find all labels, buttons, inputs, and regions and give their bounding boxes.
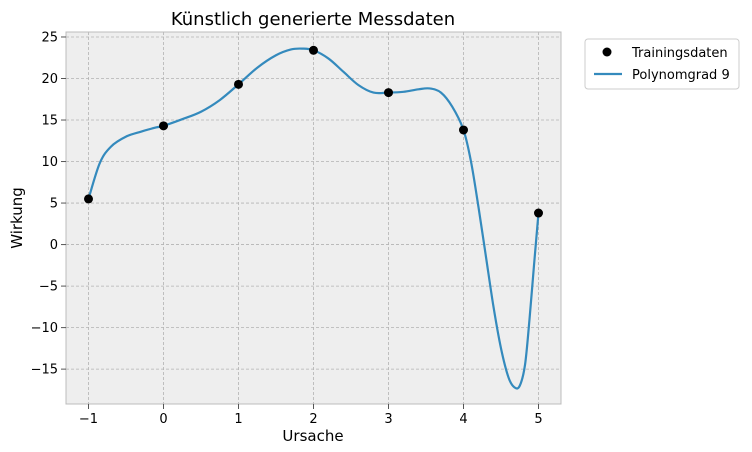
y-tick-label: 5: [50, 197, 58, 212]
x-tick-label: 4: [459, 412, 467, 427]
polynomial-fit-line: [87, 47, 540, 390]
legend-marker-trainingsdaten: [602, 47, 612, 57]
y-tick-label: 15: [41, 114, 58, 129]
chart-title: Künstlich generierte Messdaten: [171, 9, 455, 30]
series-layer: [84, 45, 543, 390]
y-tick-label: 20: [41, 72, 58, 87]
training-data-point: [384, 88, 393, 98]
legend-box: [584, 38, 740, 90]
y-tick-label: −15: [31, 363, 58, 378]
x-tick-label: 3: [384, 412, 392, 427]
training-data-point: [159, 121, 168, 131]
training-data-point: [309, 45, 318, 55]
y-tick-label: 0: [50, 238, 58, 253]
training-data-point: [534, 208, 543, 218]
y-axis-label: Wirkung: [8, 187, 26, 249]
training-data-point: [459, 125, 468, 135]
x-tick-label: −1: [79, 412, 98, 427]
legend-label-trainingsdaten: Trainingsdaten: [631, 46, 728, 61]
grid: [66, 32, 561, 404]
x-tick-label: 0: [159, 412, 167, 427]
training-data-point: [234, 79, 243, 89]
y-tick-label: 25: [41, 30, 58, 45]
training-data-point: [84, 194, 93, 204]
x-tick-label: 1: [234, 412, 242, 427]
y-tick-label: −10: [31, 321, 58, 336]
legend: Trainingsdaten Polynomgrad 9: [584, 38, 740, 90]
x-axis-label: Ursache: [282, 427, 343, 445]
legend-label-polynomgrad: Polynomgrad 9: [632, 68, 730, 83]
y-tick-label: −5: [39, 280, 58, 295]
x-tick-label: 5: [534, 412, 542, 427]
y-tick-label: 10: [41, 155, 58, 170]
x-tick-label: 2: [309, 412, 317, 427]
